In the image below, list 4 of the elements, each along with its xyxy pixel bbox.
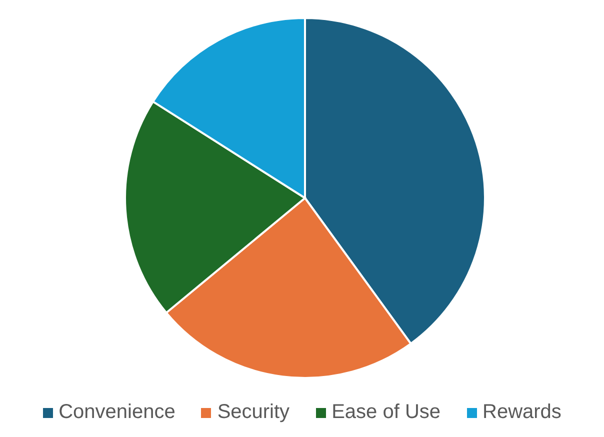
legend-label: Rewards [482, 401, 562, 424]
legend-label: Ease of Use [332, 401, 441, 424]
legend-label: Security [217, 401, 290, 424]
legend-label: Convenience [58, 401, 176, 424]
